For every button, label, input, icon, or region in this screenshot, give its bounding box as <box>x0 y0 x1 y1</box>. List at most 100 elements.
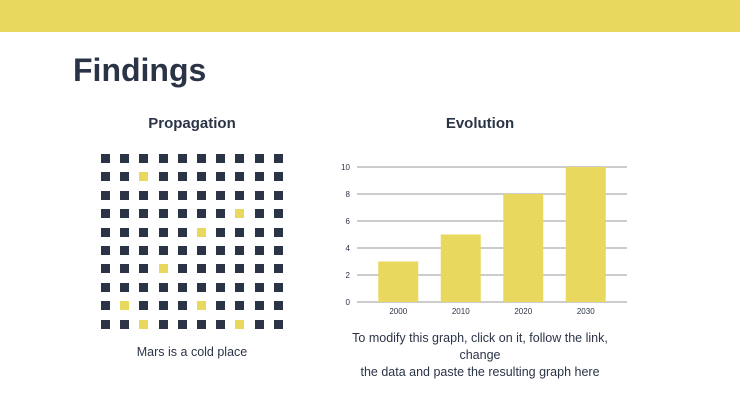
grid-square <box>254 172 264 182</box>
evolution-caption-line-1: To modify this graph, click on it, follo… <box>352 331 608 362</box>
evolution-heading: Evolution <box>445 115 515 132</box>
grid-square <box>101 227 110 237</box>
grid-square <box>120 209 130 219</box>
highlighted-square <box>158 264 168 274</box>
grid-square <box>273 172 283 182</box>
grid-square <box>196 190 206 200</box>
top-accent-bar <box>0 0 740 32</box>
grid-square <box>177 209 187 219</box>
grid-square <box>101 154 110 163</box>
grid-square <box>101 282 110 292</box>
evolution-caption-line-2: the data and paste the resulting graph h… <box>360 365 600 379</box>
grid-square <box>120 190 130 200</box>
grid-square <box>139 282 149 292</box>
grid-square <box>235 301 245 311</box>
x-tick-label: 2030 <box>577 307 595 315</box>
grid-square <box>101 264 110 274</box>
grid-square <box>254 154 264 163</box>
grid-square <box>158 319 168 329</box>
grid-square <box>216 282 226 292</box>
propagation-caption: Mars is a cold place <box>136 345 248 359</box>
grid-square <box>273 319 283 329</box>
grid-square <box>120 172 130 182</box>
grid-square <box>158 301 168 311</box>
grid-square <box>196 319 206 329</box>
grid-square <box>158 227 168 237</box>
grid-square <box>216 154 226 163</box>
grid-square <box>216 264 226 274</box>
grid-square <box>273 282 283 292</box>
grid-square <box>235 282 245 292</box>
y-tick-label: 0 <box>346 298 351 307</box>
x-tick-label: 2010 <box>452 307 470 315</box>
grid-square <box>139 301 149 311</box>
propagation-square-grid <box>101 154 283 329</box>
bar <box>503 194 544 302</box>
grid-square <box>158 190 168 200</box>
grid-square <box>139 245 149 255</box>
grid-square <box>254 190 264 200</box>
grid-square <box>158 172 168 182</box>
grid-square <box>177 227 187 237</box>
grid-square <box>177 319 187 329</box>
grid-square <box>216 190 226 200</box>
x-tick-label: 2020 <box>514 307 532 315</box>
evolution-caption: To modify this graph, click on it, follo… <box>330 330 630 381</box>
propagation-heading: Propagation <box>148 115 236 132</box>
grid-square <box>273 227 283 237</box>
evolution-bar-chart: 0 2 4 6 8 10 2000 2010 2020 2030 <box>341 163 627 315</box>
grid-square <box>158 282 168 292</box>
grid-square <box>120 154 130 163</box>
grid-square <box>120 264 130 274</box>
grid-square <box>196 245 206 255</box>
grid-square <box>273 154 283 163</box>
grid-square <box>177 301 187 311</box>
grid-square <box>273 209 283 219</box>
grid-square <box>177 282 187 292</box>
grid-square <box>216 245 226 255</box>
grid-square <box>235 154 245 163</box>
grid-square <box>273 301 283 311</box>
grid-square <box>235 190 245 200</box>
grid-square <box>120 227 130 237</box>
grid-square <box>101 209 110 219</box>
highlighted-square <box>120 301 130 311</box>
grid-square <box>216 172 226 182</box>
grid-square <box>177 154 187 163</box>
grid-square <box>273 264 283 274</box>
grid-square <box>139 209 149 219</box>
grid-square <box>273 190 283 200</box>
y-tick-label: 8 <box>346 190 351 199</box>
grid-square <box>177 172 187 182</box>
bar <box>378 261 419 302</box>
grid-square <box>216 319 226 329</box>
grid-square <box>120 282 130 292</box>
grid-square <box>196 209 206 219</box>
page-title: Findings <box>73 52 207 88</box>
y-tick-label: 10 <box>341 163 350 172</box>
grid-square <box>139 154 149 163</box>
grid-square <box>216 209 226 219</box>
bar <box>440 234 481 302</box>
highlighted-square <box>196 227 206 237</box>
highlighted-square <box>235 209 245 219</box>
grid-square <box>139 227 149 237</box>
grid-square <box>177 245 187 255</box>
grid-square <box>235 172 245 182</box>
bar <box>565 167 606 302</box>
grid-square <box>196 282 206 292</box>
grid-square <box>254 227 264 237</box>
x-tick-label: 2000 <box>389 307 407 315</box>
grid-square <box>196 154 206 163</box>
grid-square <box>235 264 245 274</box>
grid-square <box>216 227 226 237</box>
grid-square <box>254 319 264 329</box>
highlighted-square <box>139 172 149 182</box>
grid-square <box>101 319 110 329</box>
highlighted-square <box>139 319 149 329</box>
grid-square <box>101 190 110 200</box>
grid-square <box>101 245 110 255</box>
grid-square <box>177 190 187 200</box>
grid-square <box>139 264 149 274</box>
y-tick-label: 6 <box>346 217 351 226</box>
